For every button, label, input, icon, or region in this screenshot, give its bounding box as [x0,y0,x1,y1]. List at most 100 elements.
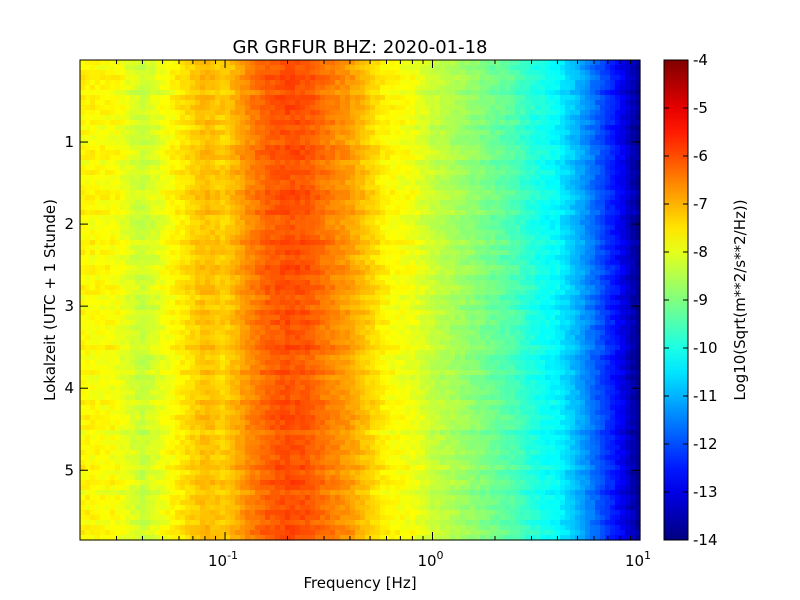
heatmap-cell [350,190,356,196]
heatmap-cell [570,260,576,266]
heatmap-cell [545,135,551,141]
heatmap-cell [330,100,336,106]
heatmap-cell [375,145,381,151]
heatmap-cell [475,65,481,71]
heatmap-cell [275,280,281,286]
heatmap-cell [405,280,411,286]
heatmap-cell [620,80,626,86]
heatmap-cell [350,225,356,231]
heatmap-cell [375,190,381,196]
heatmap-cell [450,220,456,226]
heatmap-cell [250,80,256,86]
heatmap-cell [345,60,351,66]
heatmap-cell [185,220,191,226]
heatmap-cell [195,125,201,131]
heatmap-cell [585,270,591,276]
heatmap-cell [320,245,326,251]
heatmap-cell [435,210,441,216]
heatmap-cell [125,60,131,66]
heatmap-cell [325,80,331,86]
heatmap-cell [285,250,291,256]
heatmap-cell [415,90,421,96]
heatmap-cell [585,245,591,251]
heatmap-cell [170,270,176,276]
heatmap-cell [505,115,511,121]
heatmap-cell [330,140,336,146]
heatmap-cell [625,145,631,151]
heatmap-cell [600,150,606,156]
heatmap-cell [120,200,126,206]
heatmap-cell [385,105,391,111]
heatmap-cell [90,175,96,181]
heatmap-cell [270,110,276,116]
heatmap-cell [305,240,311,246]
heatmap-cell [380,240,386,246]
heatmap-cell [295,255,301,261]
heatmap-cell [290,215,296,221]
heatmap-cell [95,130,101,136]
heatmap-cell [215,190,221,196]
heatmap-cell [340,220,346,226]
heatmap-cell [280,110,286,116]
heatmap-cell [490,245,496,251]
heatmap-cell [255,190,261,196]
heatmap-cell [270,130,276,136]
heatmap-cell [440,150,446,156]
heatmap-cell [275,140,281,146]
heatmap-cell [215,150,221,156]
heatmap-cell [100,230,106,236]
heatmap-cell [140,150,146,156]
heatmap-cell [635,165,641,171]
heatmap-cell [95,255,101,261]
heatmap-cell [435,145,441,151]
heatmap-cell [635,225,641,231]
heatmap-cell [490,115,496,121]
heatmap-cell [530,160,536,166]
heatmap-cell [470,130,476,136]
heatmap-cell [505,235,511,241]
heatmap-cell [245,110,251,116]
heatmap-cell [370,275,376,281]
heatmap-cell [225,120,231,126]
heatmap-cell [500,125,506,131]
heatmap-cell [180,120,186,126]
heatmap-cell [505,160,511,166]
heatmap-cell [100,180,106,186]
heatmap-cell [180,105,186,111]
heatmap-cell [500,240,506,246]
heatmap-cell [605,160,611,166]
heatmap-cell [595,90,601,96]
heatmap-cell [395,155,401,161]
heatmap-cell [290,230,296,236]
heatmap-cell [500,215,506,221]
heatmap-cell [370,260,376,266]
heatmap-cell [290,60,296,66]
heatmap-cell [425,125,431,131]
heatmap-cell [190,175,196,181]
heatmap-cell [550,170,556,176]
heatmap-cell [250,240,256,246]
heatmap-cell [375,270,381,276]
heatmap-cell [560,100,566,106]
heatmap-cell [325,225,331,231]
heatmap-cell [225,265,231,271]
heatmap-cell [540,90,546,96]
heatmap-cell [105,260,111,266]
heatmap-cell [180,170,186,176]
heatmap-cell [630,80,636,86]
heatmap-cell [585,235,591,241]
heatmap-cell [440,125,446,131]
heatmap-cell [545,125,551,131]
heatmap-cell [220,130,226,136]
heatmap-cell [95,150,101,156]
heatmap-cell [500,160,506,166]
heatmap-cell [635,155,641,161]
heatmap-cell [350,270,356,276]
heatmap-cell [365,125,371,131]
heatmap-cell [320,190,326,196]
heatmap-cell [305,80,311,86]
heatmap-cell [155,165,161,171]
heatmap-cell [510,70,516,76]
heatmap-cell [225,175,231,181]
heatmap-cell [240,250,246,256]
